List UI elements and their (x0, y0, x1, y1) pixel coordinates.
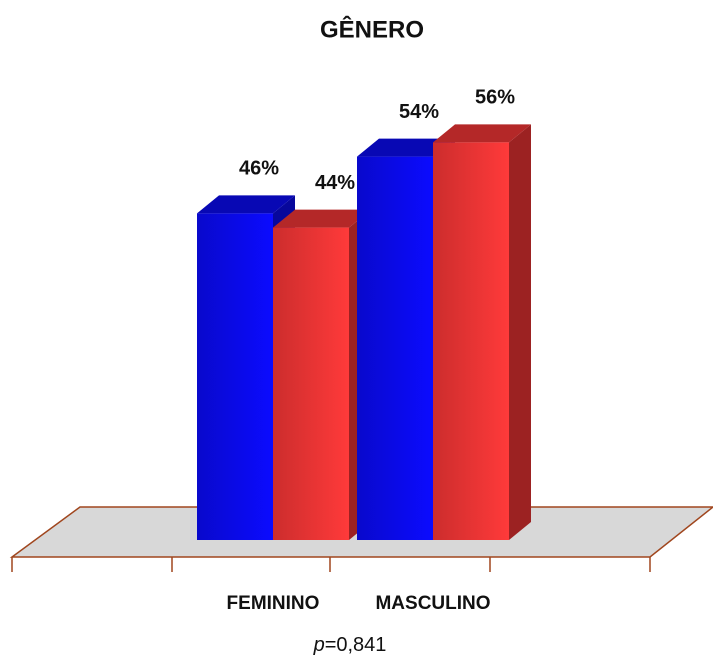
chart-title: GÊNERO (320, 15, 424, 43)
bar (357, 156, 433, 540)
value-label: 56% (475, 87, 515, 109)
value-label: 46% (239, 158, 279, 180)
bar-side (509, 124, 531, 541)
x-tick-label: MASCULINO (375, 593, 490, 614)
axis-ticks (11, 557, 651, 572)
bar-top (433, 124, 531, 143)
bar-top (357, 138, 455, 157)
bar-top (197, 195, 295, 214)
bar (273, 227, 349, 540)
value-label: 44% (315, 172, 355, 194)
bar-top (273, 209, 371, 228)
bar (433, 142, 509, 540)
annotation: p=0,841 (313, 634, 387, 656)
x-tick-label: FEMININO (227, 593, 320, 614)
bar (197, 213, 273, 540)
value-label: 54% (399, 101, 439, 123)
